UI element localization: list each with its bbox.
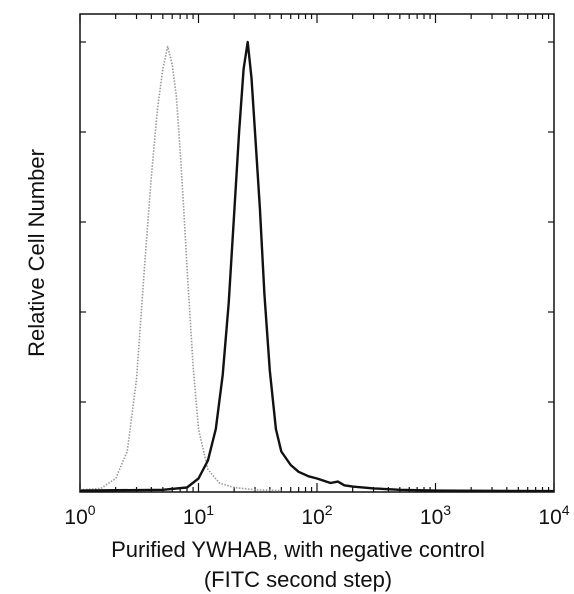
axis-ticks	[79, 14, 555, 492]
series-group	[79, 40, 555, 493]
x-tick-label: 104	[538, 502, 569, 529]
ywhab-curve	[79, 40, 555, 493]
y-axis-title: Relative Cell Number	[24, 149, 49, 357]
negative-control-curve	[79, 45, 282, 492]
x-axis-title: Purified YWHAB, with negative control	[111, 537, 485, 562]
x-tick-label: 101	[183, 502, 214, 529]
plot-frame	[79, 13, 555, 493]
x-tick-label: 102	[301, 502, 332, 529]
x-tick-label: 103	[420, 502, 451, 529]
x-axis-title-line2: (FITC second step)	[204, 567, 392, 592]
x-tick-labels: 100 101 102 103 104	[64, 502, 569, 529]
x-tick-label: 100	[64, 502, 95, 529]
